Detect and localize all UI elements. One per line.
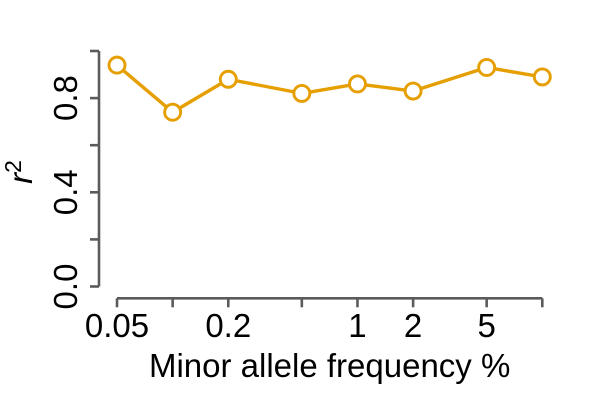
y-axis-title-superscript: 2 xyxy=(0,160,26,173)
x-axis-title: Minor allele frequency % xyxy=(149,347,510,384)
x-tick-label: 1 xyxy=(348,307,366,344)
y-axis: 0.0 0.4 0.8 xyxy=(47,49,101,310)
x-tick-label: 2 xyxy=(404,307,422,344)
y-axis-title-base: r xyxy=(2,171,39,184)
data-point xyxy=(218,69,238,89)
y-axis-title: r2 xyxy=(0,160,39,184)
x-tick-label: 0.05 xyxy=(85,307,149,344)
data-point xyxy=(403,81,423,101)
y-tick-label: 0.8 xyxy=(47,75,84,121)
data-point xyxy=(532,67,552,87)
x-tick-label: 5 xyxy=(477,307,495,344)
y-tick-label: 0.0 xyxy=(47,264,84,310)
x-axis: 0.05 0.2 1 2 5 xyxy=(85,296,544,344)
data-point xyxy=(348,74,367,94)
series-line xyxy=(115,63,544,114)
y-tick-label: 0.4 xyxy=(47,169,84,215)
data-point xyxy=(163,102,183,122)
series-r2-vs-maf xyxy=(107,55,552,122)
x-tick-label: 0.2 xyxy=(205,307,251,344)
data-point xyxy=(477,58,497,77)
data-point xyxy=(292,83,312,103)
data-point xyxy=(107,55,127,75)
